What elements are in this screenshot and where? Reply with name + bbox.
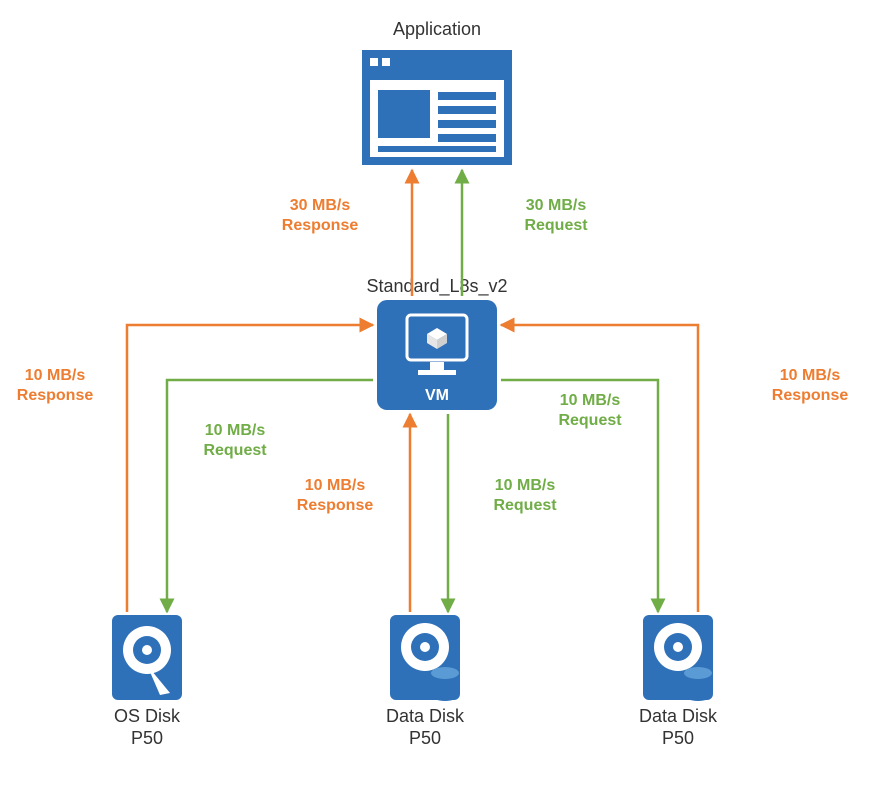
app-request-l2: Request	[524, 217, 588, 234]
application-node: Application	[362, 19, 512, 165]
vm-node: Standard_L8s_v2 VM	[366, 276, 507, 410]
data-disk1-label2: P50	[409, 728, 441, 748]
vm-top-label: Standard_L8s_v2	[366, 276, 507, 297]
vm-inside-label: VM	[425, 387, 449, 404]
data-disk1-node: Data Disk P50	[386, 615, 465, 748]
d2-response-l2: Response	[772, 387, 849, 404]
app-request-l1: 30 MB/s	[526, 197, 587, 214]
os-disk-node: OS Disk P50	[112, 615, 182, 748]
d1-response-l2: Response	[297, 497, 374, 514]
data-disk2-node: Data Disk P50	[639, 615, 718, 748]
data-disk1-label1: Data Disk	[386, 706, 465, 726]
data-disk2-label2: P50	[662, 728, 694, 748]
d1-response-l1: 10 MB/s	[305, 477, 366, 494]
disk-icon	[112, 615, 182, 700]
d2-response-arrow	[501, 325, 698, 612]
app-response-l2: Response	[282, 217, 359, 234]
data-disk2-label1: Data Disk	[639, 706, 718, 726]
os-response-l2: Response	[17, 387, 94, 404]
os-request-arrow	[167, 380, 373, 612]
d1-request-l2: Request	[493, 497, 557, 514]
app-response-l1: 30 MB/s	[290, 197, 351, 214]
d2-request-l2: Request	[558, 412, 622, 429]
os-request-l2: Request	[203, 442, 267, 459]
disk-db-icon	[643, 615, 713, 701]
os-disk-label2: P50	[131, 728, 163, 748]
disk-db-icon	[390, 615, 460, 701]
d1-request-l1: 10 MB/s	[495, 477, 556, 494]
os-response-l1: 10 MB/s	[25, 367, 86, 384]
os-disk-label1: OS Disk	[114, 706, 181, 726]
d2-request-l1: 10 MB/s	[560, 392, 621, 409]
os-response-arrow	[127, 325, 373, 612]
d2-response-l1: 10 MB/s	[780, 367, 841, 384]
os-request-l1: 10 MB/s	[205, 422, 266, 439]
application-label: Application	[393, 19, 481, 39]
